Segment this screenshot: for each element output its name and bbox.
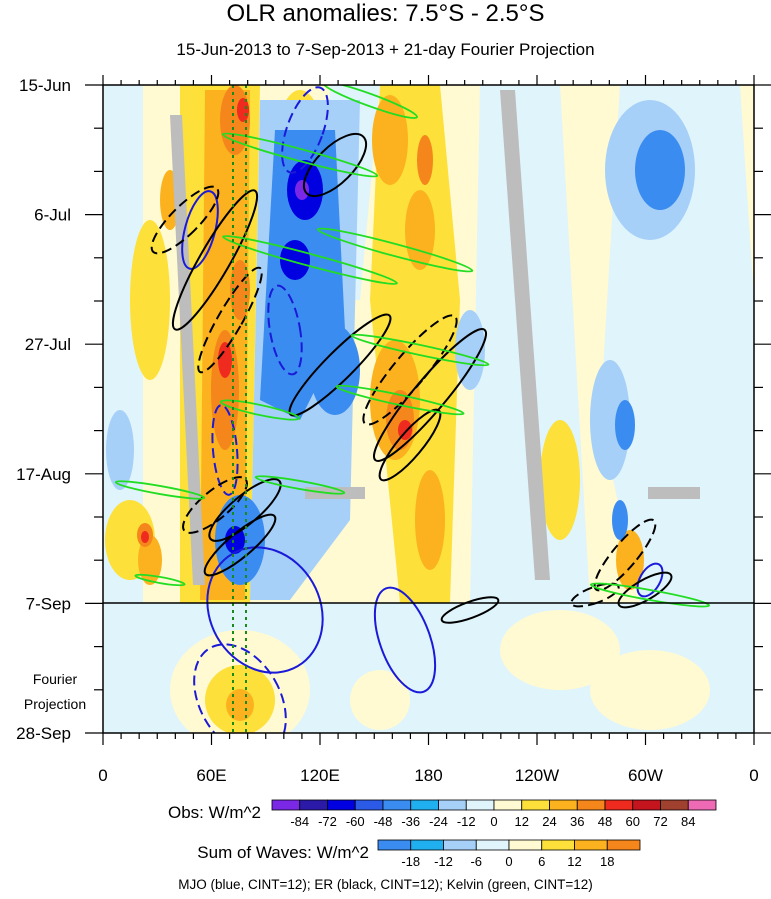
- colorbar-level-label: -48: [374, 814, 393, 829]
- obs-dark-blue: [225, 160, 323, 554]
- wave-contours: [114, 85, 710, 733]
- colorbar-level-label: -18: [401, 854, 420, 869]
- land-mask: [170, 90, 700, 585]
- colorbar-level-label: 24: [542, 814, 556, 829]
- colorbar-level-label: -6: [470, 854, 482, 869]
- y-tick-label: 17-Aug: [16, 465, 71, 484]
- er-contours: [150, 132, 673, 624]
- colorbar-swatch: [299, 799, 328, 811]
- colorbar-swatch: [604, 799, 634, 811]
- chart-title: OLR anomalies: 7.5°S - 2.5°S: [226, 0, 545, 27]
- y-tick-label: 7-Sep: [26, 594, 71, 613]
- colorbar-swatch: [475, 839, 510, 851]
- colorbar-swatch: [687, 799, 717, 811]
- colorbar-swatch: [377, 839, 412, 851]
- colorbar-swatch: [443, 839, 477, 851]
- colorbar-swatch: [410, 799, 439, 811]
- colorbar-level-label: 84: [681, 814, 695, 829]
- colorbar-level-label: 72: [653, 814, 667, 829]
- axis-ticks: [85, 75, 771, 745]
- colorbar-swatch: [660, 799, 689, 811]
- obs-colorbar: -84 -72 -60 -48 -36 -24 -12 0 12 24 36 48 60 72 84: [271, 799, 717, 829]
- contours-caption: MJO (blue, CINT=12); ER (black, CINT=12)…: [178, 877, 593, 892]
- axis-tick-labels: 0 60E 120E 180 120W 60W 0 15-Jun 6-Jul 27-Jul 17-A…: [16, 76, 759, 785]
- colorbar-swatch: [521, 799, 550, 811]
- colorbar-swatch: [576, 799, 606, 811]
- colorbar-level-label: -24: [429, 814, 448, 829]
- x-tick-label: 60W: [628, 766, 663, 785]
- colorbar-level-label: 48: [598, 814, 612, 829]
- colorbar-swatch: [410, 839, 444, 851]
- colorbar-level-label: -84: [290, 814, 309, 829]
- colorbar-swatch: [541, 839, 575, 851]
- colorbar-swatch: [271, 799, 301, 811]
- colorbar-swatch: [438, 799, 467, 811]
- colorbar-level-label: 12: [567, 854, 581, 869]
- y-tick-label: 6-Jul: [34, 206, 71, 225]
- projection-label-line2: Projection: [24, 696, 86, 712]
- waves-colorbar: -18 -12 -6 0 6 12 18: [377, 839, 641, 869]
- projection-label-line1: Fourier: [33, 671, 78, 687]
- colorbar-swatch: [354, 799, 384, 811]
- reference-dotted-lines: [232, 85, 247, 733]
- y-tick-label: 27-Jul: [25, 335, 71, 354]
- x-tick-label: 120W: [515, 766, 559, 785]
- projection-field: [103, 603, 754, 733]
- colorbar-level-label: 36: [570, 814, 584, 829]
- colorbar-swatch: [382, 799, 412, 811]
- colorbar-level-label: 60: [626, 814, 640, 829]
- colorbar-level-label: 18: [600, 854, 614, 869]
- mjo-contours: [181, 86, 664, 733]
- x-tick-label: 0: [98, 766, 107, 785]
- obs-colorbar-label: Obs: W/m^2: [168, 803, 261, 822]
- colorbar-level-label: 0: [505, 854, 512, 869]
- projection-yellow: [170, 610, 710, 733]
- colorbar-swatch: [549, 799, 578, 811]
- colorbar-swatch: [493, 799, 523, 811]
- waves-colorbar-label: Sum of Waves: W/m^2: [197, 843, 369, 862]
- colorbar-level-label: 0: [490, 814, 497, 829]
- obs-field: [103, 85, 754, 603]
- colorbar-swatch: [574, 839, 608, 851]
- colorbar-level-label: 12: [515, 814, 529, 829]
- y-tick-label: 28-Sep: [16, 724, 71, 743]
- x-tick-label: 120E: [300, 766, 340, 785]
- colorbar-swatch: [508, 839, 543, 851]
- kelvin-contours: [114, 85, 710, 608]
- colorbar-level-label: -72: [318, 814, 337, 829]
- colorbar-swatch: [632, 799, 661, 811]
- chart-subtitle: 15-Jun-2013 to 7-Sep-2013 + 21-day Fouri…: [176, 40, 595, 59]
- colorbar-swatch: [465, 799, 495, 811]
- projection-orange: [226, 689, 254, 721]
- y-tick-label: 15-Jun: [19, 76, 71, 95]
- colorbar-level-label: -36: [401, 814, 420, 829]
- obs-purple: [295, 180, 309, 200]
- x-tick-label: 0: [749, 766, 758, 785]
- colorbar-swatch: [606, 839, 641, 851]
- x-tick-label: 60E: [196, 766, 226, 785]
- colorbar-swatch: [327, 799, 356, 811]
- colorbar-level-label: -12: [457, 814, 476, 829]
- obs-blue: [215, 130, 685, 585]
- colorbar-level-label: -60: [346, 814, 365, 829]
- colorbar-level-label: 6: [538, 854, 545, 869]
- x-tick-label: 180: [414, 766, 442, 785]
- colorbar-level-label: -12: [434, 854, 453, 869]
